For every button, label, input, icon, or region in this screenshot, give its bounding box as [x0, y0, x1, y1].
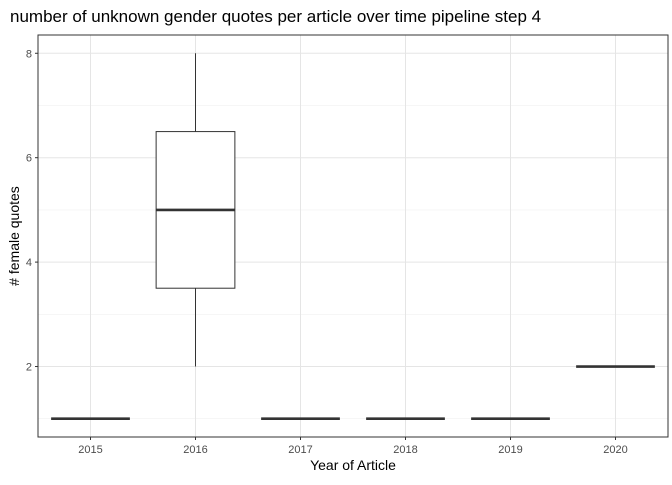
x-tick-label: 2020 [603, 444, 627, 456]
plot-border [37, 34, 669, 438]
box-2016 [155, 53, 236, 367]
plot-panel [38, 35, 668, 437]
y-tick-label: 4 [26, 257, 32, 269]
y-tick-label: 2 [26, 362, 32, 374]
y-axis-ticks: 2 4 6 8 [26, 48, 38, 374]
y-tick-label: 8 [26, 48, 32, 60]
x-tick-label: 2016 [183, 444, 207, 456]
x-axis-title: Year of Article [310, 457, 396, 473]
y-tick-label: 6 [26, 153, 32, 165]
x-tick-label: 2017 [288, 444, 312, 456]
y-axis-title: # female quotes [6, 186, 22, 286]
boxes-layer [51, 53, 655, 421]
x-tick-label: 2015 [78, 444, 102, 456]
x-tick-label: 2018 [393, 444, 417, 456]
chart-title: number of unknown gender quotes per arti… [10, 7, 541, 26]
major-gridlines [38, 35, 668, 437]
minor-gridlines [38, 105, 668, 420]
x-axis-ticks: 2015 2016 2017 2018 2019 2020 [78, 437, 628, 456]
x-tick-label: 2019 [498, 444, 522, 456]
